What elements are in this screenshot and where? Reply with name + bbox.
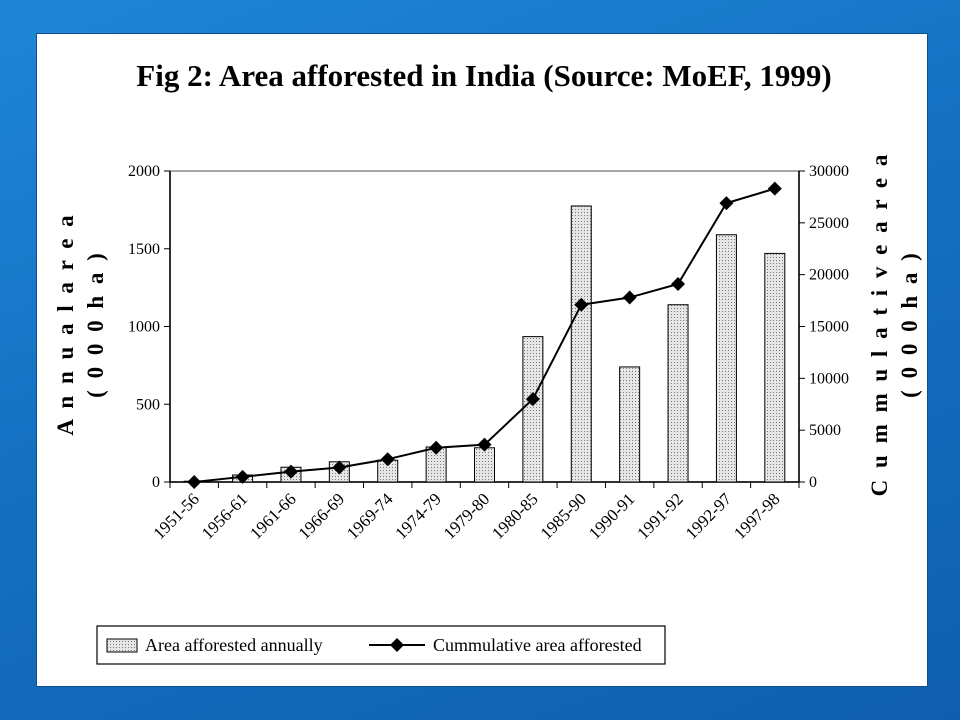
line-point xyxy=(671,276,686,291)
x-category-label: 1961-66 xyxy=(246,489,300,543)
legend: Area afforested annually Cummulative area… xyxy=(96,625,666,665)
left-tick-label: 1500 xyxy=(128,241,160,258)
line-point xyxy=(429,440,444,455)
legend-swatch-bar xyxy=(106,638,138,653)
right-tick-label: 25000 xyxy=(809,215,849,232)
x-category-label: 1966-69 xyxy=(295,489,349,543)
x-category-label: 1991-92 xyxy=(633,489,687,543)
chart-title: Fig 2: Area afforested in India (Source:… xyxy=(136,58,831,93)
right-tick-label: 5000 xyxy=(809,422,841,439)
x-category-label: 1980-85 xyxy=(488,489,542,543)
line-point xyxy=(380,452,395,467)
right-tick-label: 20000 xyxy=(809,267,849,284)
bar xyxy=(522,336,544,483)
x-category-label: 1956-61 xyxy=(198,489,252,543)
line-point xyxy=(187,475,202,489)
right-axis-title-line1: C u m m u l a t i v e a r e a xyxy=(867,152,892,497)
left-tick-label: 1000 xyxy=(128,319,160,336)
plot-frame xyxy=(169,170,800,483)
left-tick-label: 500 xyxy=(136,396,160,413)
right-tick-label: 0 xyxy=(809,474,817,491)
right-tick-label: 10000 xyxy=(809,370,849,387)
x-category-label: 1979-80 xyxy=(440,489,494,543)
x-category-label: 1992-97 xyxy=(682,489,736,543)
chart: Fig 2: Area afforested in India (Source:… xyxy=(53,58,922,665)
right-tick-label: 15000 xyxy=(809,319,849,336)
x-category-label: 1951-56 xyxy=(150,489,204,543)
x-category-label: 1997-98 xyxy=(730,489,784,543)
bar xyxy=(474,447,495,483)
line-point xyxy=(719,196,734,211)
line-point xyxy=(283,464,298,479)
bar xyxy=(619,366,641,483)
legend-label-line: Cummulative area afforested xyxy=(433,635,642,655)
plot-area: 0500100015002000050001000015000200002500… xyxy=(128,163,849,543)
legend-label-bar: Area afforested annually xyxy=(145,635,323,655)
line-point xyxy=(332,460,347,475)
left-axis-title-line2: ( 0 0 0 h a ) xyxy=(83,250,108,398)
line-point xyxy=(622,290,637,305)
legend-swatch-marker xyxy=(390,638,404,652)
x-category-label: 1985-90 xyxy=(537,489,591,543)
bar xyxy=(764,252,786,483)
line-point xyxy=(574,297,589,312)
line-point xyxy=(477,437,492,452)
line-point xyxy=(235,469,250,484)
line-point xyxy=(525,392,540,407)
x-category-label: 1990-91 xyxy=(585,489,639,543)
slide-frame: Fig 2: Area afforested in India (Source:… xyxy=(36,33,928,687)
right-tick-label: 30000 xyxy=(809,163,849,180)
x-category-label: 1974-79 xyxy=(391,489,445,543)
x-category-label: 1969-74 xyxy=(343,489,397,543)
bar xyxy=(667,304,689,483)
left-axis-title-line1: A n n u a l a r e a xyxy=(53,212,78,435)
line-point xyxy=(767,181,782,196)
left-tick-label: 0 xyxy=(152,474,160,491)
right-axis-title-line2: ( 0 0 0 h a ) xyxy=(897,250,922,398)
bar xyxy=(570,205,592,483)
bar xyxy=(715,234,737,483)
left-tick-label: 2000 xyxy=(128,163,160,180)
